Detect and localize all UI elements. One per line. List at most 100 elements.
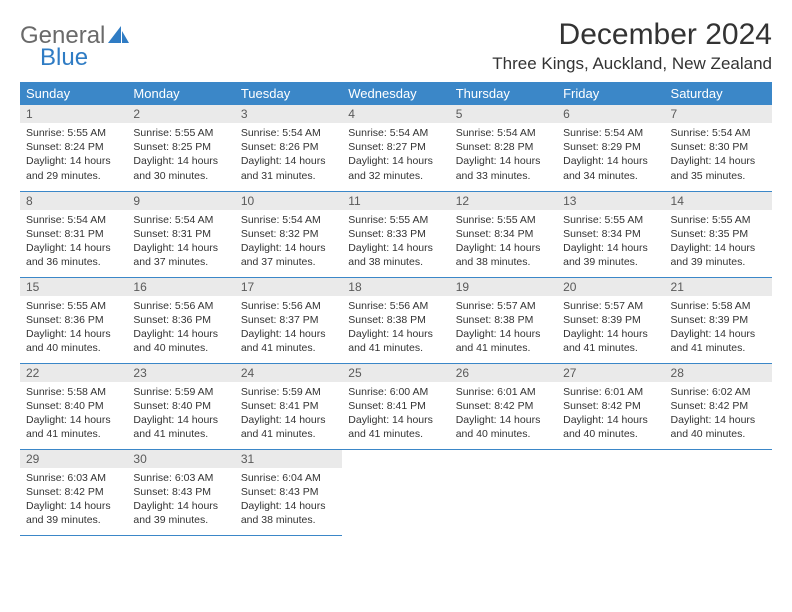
sunset-line: Sunset: 8:37 PM [241, 313, 336, 327]
calendar-cell: 20Sunrise: 5:57 AMSunset: 8:39 PMDayligh… [557, 277, 664, 363]
daylight-line: Daylight: 14 hours and 40 minutes. [133, 327, 228, 355]
calendar-row: 15Sunrise: 5:55 AMSunset: 8:36 PMDayligh… [20, 277, 772, 363]
calendar-cell: 7Sunrise: 5:54 AMSunset: 8:30 PMDaylight… [665, 105, 772, 191]
calendar-cell: 6Sunrise: 5:54 AMSunset: 8:29 PMDaylight… [557, 105, 664, 191]
daylight-line: Daylight: 14 hours and 40 minutes. [671, 413, 766, 441]
day-details: Sunrise: 5:59 AMSunset: 8:40 PMDaylight:… [127, 382, 234, 446]
calendar-cell: 12Sunrise: 5:55 AMSunset: 8:34 PMDayligh… [450, 191, 557, 277]
day-number: 16 [127, 278, 234, 296]
sunrise-line: Sunrise: 5:58 AM [671, 299, 766, 313]
title-block: December 2024 Three Kings, Auckland, New… [492, 18, 772, 74]
sunrise-line: Sunrise: 5:55 AM [456, 213, 551, 227]
day-details: Sunrise: 5:55 AMSunset: 8:25 PMDaylight:… [127, 123, 234, 187]
day-details: Sunrise: 6:03 AMSunset: 8:43 PMDaylight:… [127, 468, 234, 532]
sunrise-line: Sunrise: 5:54 AM [348, 126, 443, 140]
day-details: Sunrise: 5:54 AMSunset: 8:26 PMDaylight:… [235, 123, 342, 187]
daylight-line: Daylight: 14 hours and 36 minutes. [26, 241, 121, 269]
sunrise-line: Sunrise: 6:01 AM [563, 385, 658, 399]
sunset-line: Sunset: 8:43 PM [241, 485, 336, 499]
calendar-cell [557, 449, 664, 535]
calendar-cell: 27 Sunrise: 6:01 AMSunset: 8:42 PMDayligh… [557, 363, 664, 449]
logo: General Blue [20, 18, 130, 70]
daylight-line: Daylight: 14 hours and 39 minutes. [133, 499, 228, 527]
day-number: 27 [557, 364, 664, 382]
sunset-line: Sunset: 8:24 PM [26, 140, 121, 154]
sunset-line: Sunset: 8:30 PM [671, 140, 766, 154]
weekday-header: Saturday [665, 82, 772, 105]
daylight-line: Daylight: 14 hours and 40 minutes. [456, 413, 551, 441]
sunset-line: Sunset: 8:31 PM [26, 227, 121, 241]
day-number: 29 [20, 450, 127, 468]
daylight-line: Daylight: 14 hours and 40 minutes. [563, 413, 658, 441]
sunset-line: Sunset: 8:41 PM [348, 399, 443, 413]
daylight-line: Daylight: 14 hours and 39 minutes. [671, 241, 766, 269]
day-details: Sunrise: 5:55 AMSunset: 8:34 PMDaylight:… [450, 210, 557, 274]
sunrise-line: Sunrise: 5:54 AM [456, 126, 551, 140]
daylight-line: Daylight: 14 hours and 39 minutes. [563, 241, 658, 269]
daylight-line: Daylight: 14 hours and 41 minutes. [133, 413, 228, 441]
sunrise-line: Sunrise: 5:54 AM [241, 213, 336, 227]
daylight-line: Daylight: 14 hours and 41 minutes. [348, 413, 443, 441]
sunrise-line: Sunrise: 5:57 AM [456, 299, 551, 313]
daylight-line: Daylight: 14 hours and 40 minutes. [26, 327, 121, 355]
logo-word-blue: Blue [40, 46, 130, 70]
sunset-line: Sunset: 8:36 PM [133, 313, 228, 327]
calendar-cell: 29Sunrise: 6:03 AMSunset: 8:42 PMDayligh… [20, 449, 127, 535]
day-number: 15 [20, 278, 127, 296]
day-details: Sunrise: 6:04 AMSunset: 8:43 PMDaylight:… [235, 468, 342, 532]
daylight-line: Daylight: 14 hours and 32 minutes. [348, 154, 443, 182]
calendar-cell [665, 449, 772, 535]
sunset-line: Sunset: 8:39 PM [671, 313, 766, 327]
sunset-line: Sunset: 8:42 PM [563, 399, 658, 413]
sunrise-line: Sunrise: 6:04 AM [241, 471, 336, 485]
sunrise-line: Sunrise: 6:03 AM [26, 471, 121, 485]
calendar-cell: 25Sunrise: 6:00 AMSunset: 8:41 PMDayligh… [342, 363, 449, 449]
calendar-row: 8Sunrise: 5:54 AMSunset: 8:31 PMDaylight… [20, 191, 772, 277]
day-number: 11 [342, 192, 449, 210]
day-number: 12 [450, 192, 557, 210]
sunset-line: Sunset: 8:27 PM [348, 140, 443, 154]
day-number: 1 [20, 105, 127, 123]
sunrise-line: Sunrise: 5:55 AM [133, 126, 228, 140]
day-details: Sunrise: 5:56 AMSunset: 8:37 PMDaylight:… [235, 296, 342, 360]
day-number: 20 [557, 278, 664, 296]
daylight-line: Daylight: 14 hours and 41 minutes. [671, 327, 766, 355]
day-details: Sunrise: 5:55 AMSunset: 8:35 PMDaylight:… [665, 210, 772, 274]
day-number: 21 [665, 278, 772, 296]
sunset-line: Sunset: 8:40 PM [133, 399, 228, 413]
calendar-cell: 3Sunrise: 5:54 AMSunset: 8:26 PMDaylight… [235, 105, 342, 191]
calendar-cell: 8Sunrise: 5:54 AMSunset: 8:31 PMDaylight… [20, 191, 127, 277]
calendar-cell: 26Sunrise: 6:01 AMSunset: 8:42 PMDayligh… [450, 363, 557, 449]
day-details: Sunrise: 5:54 AMSunset: 8:32 PMDaylight:… [235, 210, 342, 274]
calendar-cell: 18Sunrise: 5:56 AMSunset: 8:38 PMDayligh… [342, 277, 449, 363]
sunset-line: Sunset: 8:43 PM [133, 485, 228, 499]
sunrise-line: Sunrise: 5:55 AM [348, 213, 443, 227]
day-number: 28 [665, 364, 772, 382]
day-details: Sunrise: 5:55 AMSunset: 8:24 PMDaylight:… [20, 123, 127, 187]
weekday-header-row: Sunday Monday Tuesday Wednesday Thursday… [20, 82, 772, 105]
day-details: Sunrise: 5:55 AMSunset: 8:36 PMDaylight:… [20, 296, 127, 360]
sunrise-line: Sunrise: 6:03 AM [133, 471, 228, 485]
sunset-line: Sunset: 8:28 PM [456, 140, 551, 154]
day-number: 7 [665, 105, 772, 123]
sunset-line: Sunset: 8:31 PM [133, 227, 228, 241]
day-number: 30 [127, 450, 234, 468]
calendar-cell: 14Sunrise: 5:55 AMSunset: 8:35 PMDayligh… [665, 191, 772, 277]
daylight-line: Daylight: 14 hours and 35 minutes. [671, 154, 766, 182]
calendar-cell: 2Sunrise: 5:55 AMSunset: 8:25 PMDaylight… [127, 105, 234, 191]
day-details: Sunrise: 5:54 AMSunset: 8:28 PMDaylight:… [450, 123, 557, 187]
calendar-cell: 15Sunrise: 5:55 AMSunset: 8:36 PMDayligh… [20, 277, 127, 363]
sunset-line: Sunset: 8:35 PM [671, 227, 766, 241]
daylight-line: Daylight: 14 hours and 41 minutes. [26, 413, 121, 441]
daylight-line: Daylight: 14 hours and 29 minutes. [26, 154, 121, 182]
day-number: 31 [235, 450, 342, 468]
day-number: 5 [450, 105, 557, 123]
day-details: Sunrise: 6:02 AMSunset: 8:42 PMDaylight:… [665, 382, 772, 446]
day-number: 8 [20, 192, 127, 210]
day-number: 25 [342, 364, 449, 382]
day-number: 3 [235, 105, 342, 123]
calendar-cell: 19Sunrise: 5:57 AMSunset: 8:38 PMDayligh… [450, 277, 557, 363]
calendar-cell: 31Sunrise: 6:04 AMSunset: 8:43 PMDayligh… [235, 449, 342, 535]
daylight-line: Daylight: 14 hours and 41 minutes. [348, 327, 443, 355]
calendar-cell: 30Sunrise: 6:03 AMSunset: 8:43 PMDayligh… [127, 449, 234, 535]
